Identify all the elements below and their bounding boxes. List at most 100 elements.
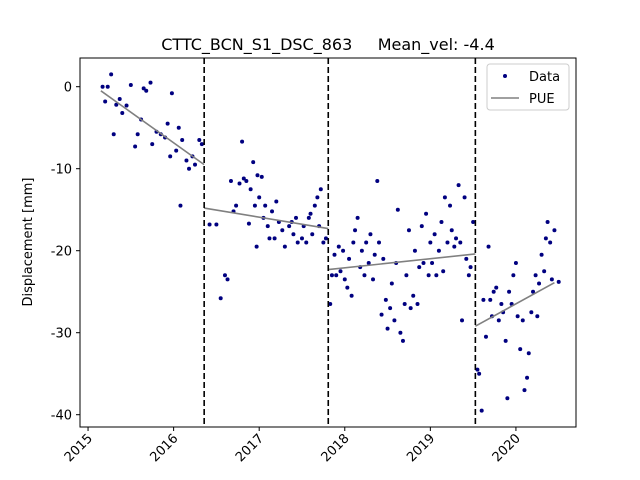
data-point	[452, 244, 457, 249]
data-point	[259, 174, 264, 179]
data-point	[252, 203, 257, 208]
data-point	[282, 244, 287, 249]
x-tick-label: 2016	[147, 431, 181, 465]
data-point	[503, 338, 508, 343]
data-point	[481, 297, 486, 302]
data-point	[109, 72, 114, 77]
data-point	[375, 179, 380, 183]
data-point	[507, 289, 512, 294]
data-point	[187, 166, 192, 171]
data-point	[342, 277, 347, 282]
data-point	[458, 240, 463, 245]
data-point	[105, 84, 110, 89]
data-point	[310, 232, 315, 237]
data-point	[411, 293, 416, 298]
data-point	[529, 310, 534, 315]
data-point	[388, 306, 393, 311]
data-point	[318, 187, 323, 192]
data-point	[169, 91, 174, 96]
data-point	[426, 273, 431, 278]
data-point	[184, 158, 189, 163]
data-point	[377, 240, 382, 245]
data-point	[475, 367, 480, 372]
data-point	[265, 224, 270, 229]
data-point	[291, 232, 296, 237]
data-point	[299, 236, 304, 241]
y-tick-label: 0	[64, 81, 72, 96]
data-point	[518, 347, 523, 352]
data-point	[293, 215, 298, 220]
data-point	[460, 318, 465, 323]
data-point	[430, 261, 435, 265]
data-point	[135, 132, 140, 137]
data-point	[415, 302, 420, 306]
data-point	[406, 228, 411, 233]
data-point	[505, 396, 510, 401]
data-point	[240, 139, 245, 144]
data-point	[329, 273, 334, 278]
data-point	[428, 240, 433, 245]
plot-area	[100, 58, 561, 427]
data-point	[349, 293, 354, 298]
data-point	[364, 240, 369, 245]
data-point	[466, 273, 471, 278]
data-point	[355, 215, 360, 220]
data-point	[404, 273, 409, 278]
data-point	[287, 224, 292, 229]
data-point	[408, 306, 413, 311]
data-point	[180, 138, 185, 142]
data-point	[263, 203, 268, 208]
data-point	[421, 261, 426, 265]
data-point	[222, 273, 227, 278]
data-point	[336, 244, 341, 249]
data-point	[392, 318, 397, 323]
data-point	[251, 160, 256, 165]
data-point	[548, 240, 553, 245]
data-point	[338, 269, 343, 274]
y-axis-label: Displacement [mm]	[21, 178, 36, 307]
data-point	[111, 132, 116, 137]
data-point	[244, 179, 249, 183]
data-point	[496, 318, 501, 323]
data-point	[332, 252, 337, 257]
data-point	[412, 248, 417, 253]
data-point	[533, 273, 538, 278]
data-point	[254, 244, 259, 249]
data-point	[372, 252, 377, 257]
data-point	[520, 318, 525, 323]
data-point	[432, 232, 437, 237]
data-point	[471, 220, 476, 224]
data-point	[552, 228, 557, 233]
legend-swatch	[503, 74, 507, 78]
data-point	[241, 176, 246, 181]
data-point	[383, 297, 388, 302]
data-point	[295, 240, 300, 245]
data-point	[395, 207, 400, 212]
data-point	[419, 224, 424, 229]
data-point	[424, 211, 429, 216]
data-point	[535, 314, 540, 319]
data-point	[228, 179, 233, 183]
data-point	[257, 195, 262, 200]
data-point	[539, 252, 544, 257]
data-point	[312, 203, 317, 208]
data-point	[272, 236, 277, 241]
data-point	[178, 203, 183, 208]
y-tick-label: -30	[51, 327, 72, 342]
data-point	[246, 221, 251, 226]
x-tick-label: 2018	[319, 431, 353, 465]
x-tick-label: 2020	[490, 431, 524, 465]
data-point	[248, 187, 253, 192]
data-point	[526, 351, 531, 356]
data-point	[308, 211, 313, 216]
data-point	[267, 236, 272, 241]
data-point	[124, 103, 129, 108]
data-point	[334, 273, 339, 278]
data-point	[542, 269, 547, 274]
data-point	[439, 220, 444, 224]
data-point	[328, 302, 333, 306]
data-point	[347, 256, 352, 261]
data-point	[176, 125, 181, 130]
data-point	[150, 142, 155, 147]
